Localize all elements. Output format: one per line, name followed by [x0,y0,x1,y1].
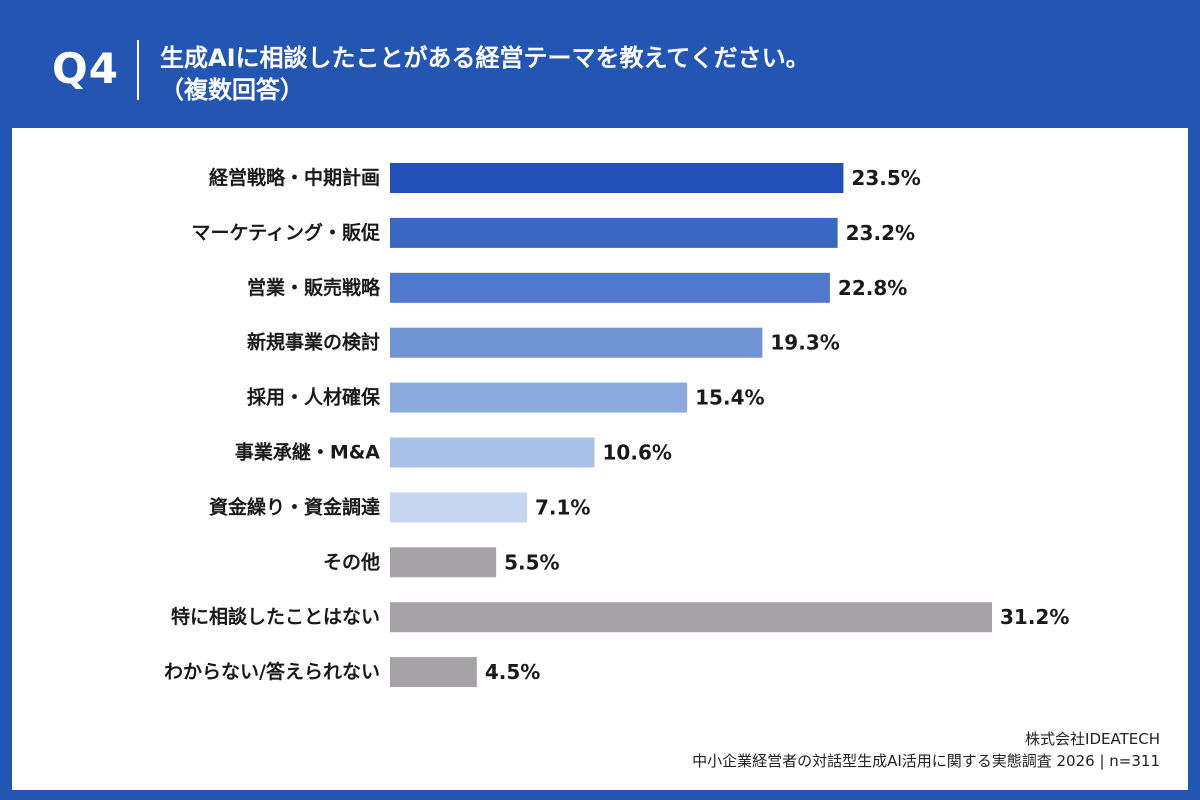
value-label: 15.4% [695,386,764,410]
category-label: 資金繰り・資金調達 [209,495,380,518]
bar [390,382,688,413]
value-label: 7.1% [535,495,590,519]
value-label: 4.5% [485,660,540,684]
question-title-line1: 生成AIに相談したことがある経営テーマを教えてください。 [160,44,810,72]
header-divider [137,40,139,100]
value-label: 5.5% [504,550,559,574]
bar [390,602,992,633]
question-title-line2: （複数回答） [160,76,304,104]
category-label: その他 [323,550,380,573]
bar [390,163,844,193]
bar [390,272,830,303]
bar [390,547,497,578]
category-label: わからない/答えられない [164,660,380,683]
bar-chart: 経営戦略・中期計画 23.5% マーケティング・販促 23.2% 営業・販売戦略 22.8… [164,163,1069,688]
question-title: 生成AIに相談したことがある経営テーマを教えてください。 （複数回答） [160,42,810,106]
question-number: Q4 [52,44,119,93]
value-label: 31.2% [1000,605,1069,629]
value-label: 22.8% [838,276,907,300]
bar [390,657,477,688]
category-label: マーケティング・販促 [192,221,380,244]
footer-company: 株式会社IDEATECH [1025,730,1160,748]
bar [390,437,595,468]
header: Q4 生成AIに相談したことがある経営テーマを教えてください。 （複数回答） [0,0,1200,128]
category-label: 営業・販売戦略 [247,276,381,299]
bar [390,327,763,358]
category-label: 特に相談したことはない [171,605,380,628]
footer: 株式会社IDEATECH 中小企業経営者の対話型生成AI活用に関する実態調査 2… [692,728,1160,772]
value-label: 23.2% [846,221,915,245]
category-label: 経営戦略・中期計画 [209,166,380,189]
bar [390,492,527,523]
value-label: 10.6% [603,441,672,465]
chart-card: 経営戦略・中期計画 23.5% マーケティング・販促 23.2% 営業・販売戦略 22.8… [12,128,1188,790]
category-label: 新規事業の検討 [247,331,380,354]
footer-survey: 中小企業経営者の対話型生成AI活用に関する実態調査 2026 | n=311 [692,752,1160,770]
value-label: 19.3% [770,331,839,355]
value-label: 23.5% [851,166,920,190]
category-label: 事業承継・M&A [235,441,380,464]
bar [390,217,838,248]
category-label: 採用・人材確保 [247,386,381,409]
